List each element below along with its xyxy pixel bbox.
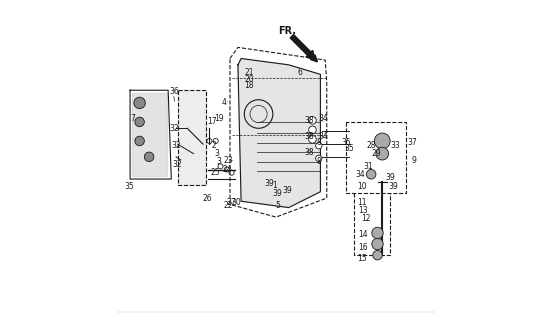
Text: 24: 24	[222, 165, 232, 174]
Text: 8: 8	[316, 157, 321, 166]
Text: 39: 39	[282, 186, 292, 195]
Text: 31: 31	[363, 162, 373, 171]
Text: 16: 16	[358, 243, 368, 252]
Circle shape	[145, 152, 154, 162]
Text: 33: 33	[390, 141, 400, 150]
Text: 26: 26	[203, 194, 213, 203]
Text: 17: 17	[207, 117, 217, 126]
Circle shape	[135, 136, 145, 146]
Text: 14: 14	[358, 230, 368, 239]
Circle shape	[316, 142, 322, 149]
Circle shape	[229, 170, 234, 175]
Text: 39: 39	[264, 179, 274, 188]
Text: 20: 20	[244, 75, 254, 84]
Polygon shape	[132, 93, 167, 176]
Text: 39: 39	[273, 189, 283, 198]
Text: 12: 12	[362, 214, 371, 223]
Text: 6: 6	[298, 68, 302, 77]
Text: 19: 19	[214, 114, 224, 123]
Text: 23: 23	[224, 156, 233, 164]
Text: 38: 38	[305, 116, 314, 125]
Text: 5: 5	[275, 202, 280, 211]
Text: 4: 4	[221, 99, 226, 108]
Text: 10: 10	[357, 182, 367, 191]
Circle shape	[367, 170, 376, 179]
Text: 34: 34	[318, 132, 328, 141]
Text: FR.: FR.	[278, 26, 296, 36]
Text: 11: 11	[357, 198, 367, 207]
Text: 37: 37	[407, 138, 417, 147]
Text: 32: 32	[169, 124, 179, 133]
Text: 28: 28	[367, 141, 376, 150]
Text: 38: 38	[305, 148, 314, 156]
Circle shape	[376, 147, 389, 160]
FancyArrow shape	[290, 35, 315, 59]
Text: 35: 35	[344, 144, 354, 153]
Text: 35: 35	[341, 138, 351, 147]
Circle shape	[372, 227, 383, 239]
Text: 25: 25	[211, 168, 221, 177]
Circle shape	[309, 116, 316, 124]
Text: 9: 9	[412, 156, 416, 164]
Text: 32: 32	[171, 141, 181, 150]
Text: 32: 32	[173, 160, 183, 169]
Polygon shape	[178, 90, 206, 185]
Text: 39: 39	[385, 173, 395, 182]
Text: 38: 38	[305, 132, 314, 141]
Circle shape	[309, 136, 316, 143]
Text: 34: 34	[355, 170, 365, 179]
Circle shape	[309, 126, 316, 134]
Circle shape	[372, 238, 383, 250]
Circle shape	[316, 155, 322, 162]
Text: 22: 22	[223, 202, 232, 211]
Circle shape	[207, 139, 212, 143]
Text: 18: 18	[245, 81, 254, 90]
Text: 35: 35	[125, 182, 134, 191]
Circle shape	[218, 164, 223, 169]
Circle shape	[374, 133, 390, 149]
Circle shape	[224, 167, 230, 172]
Polygon shape	[238, 59, 320, 208]
Text: 30: 30	[231, 198, 241, 207]
Text: 34: 34	[318, 114, 328, 123]
Circle shape	[135, 117, 145, 127]
Text: 2: 2	[212, 141, 216, 150]
Circle shape	[134, 97, 145, 108]
Text: 13: 13	[358, 206, 368, 215]
Text: 39: 39	[389, 182, 398, 191]
Text: 3: 3	[215, 149, 220, 158]
Text: 3: 3	[216, 157, 221, 166]
Circle shape	[373, 251, 383, 260]
Text: 27: 27	[227, 198, 236, 207]
Text: 15: 15	[357, 254, 367, 263]
Circle shape	[213, 139, 218, 143]
Text: 29: 29	[371, 149, 381, 158]
Text: 8: 8	[316, 138, 321, 147]
Text: 7: 7	[130, 114, 135, 123]
Text: 21: 21	[245, 68, 254, 77]
Text: 1: 1	[272, 181, 277, 190]
Text: 36: 36	[169, 87, 179, 96]
